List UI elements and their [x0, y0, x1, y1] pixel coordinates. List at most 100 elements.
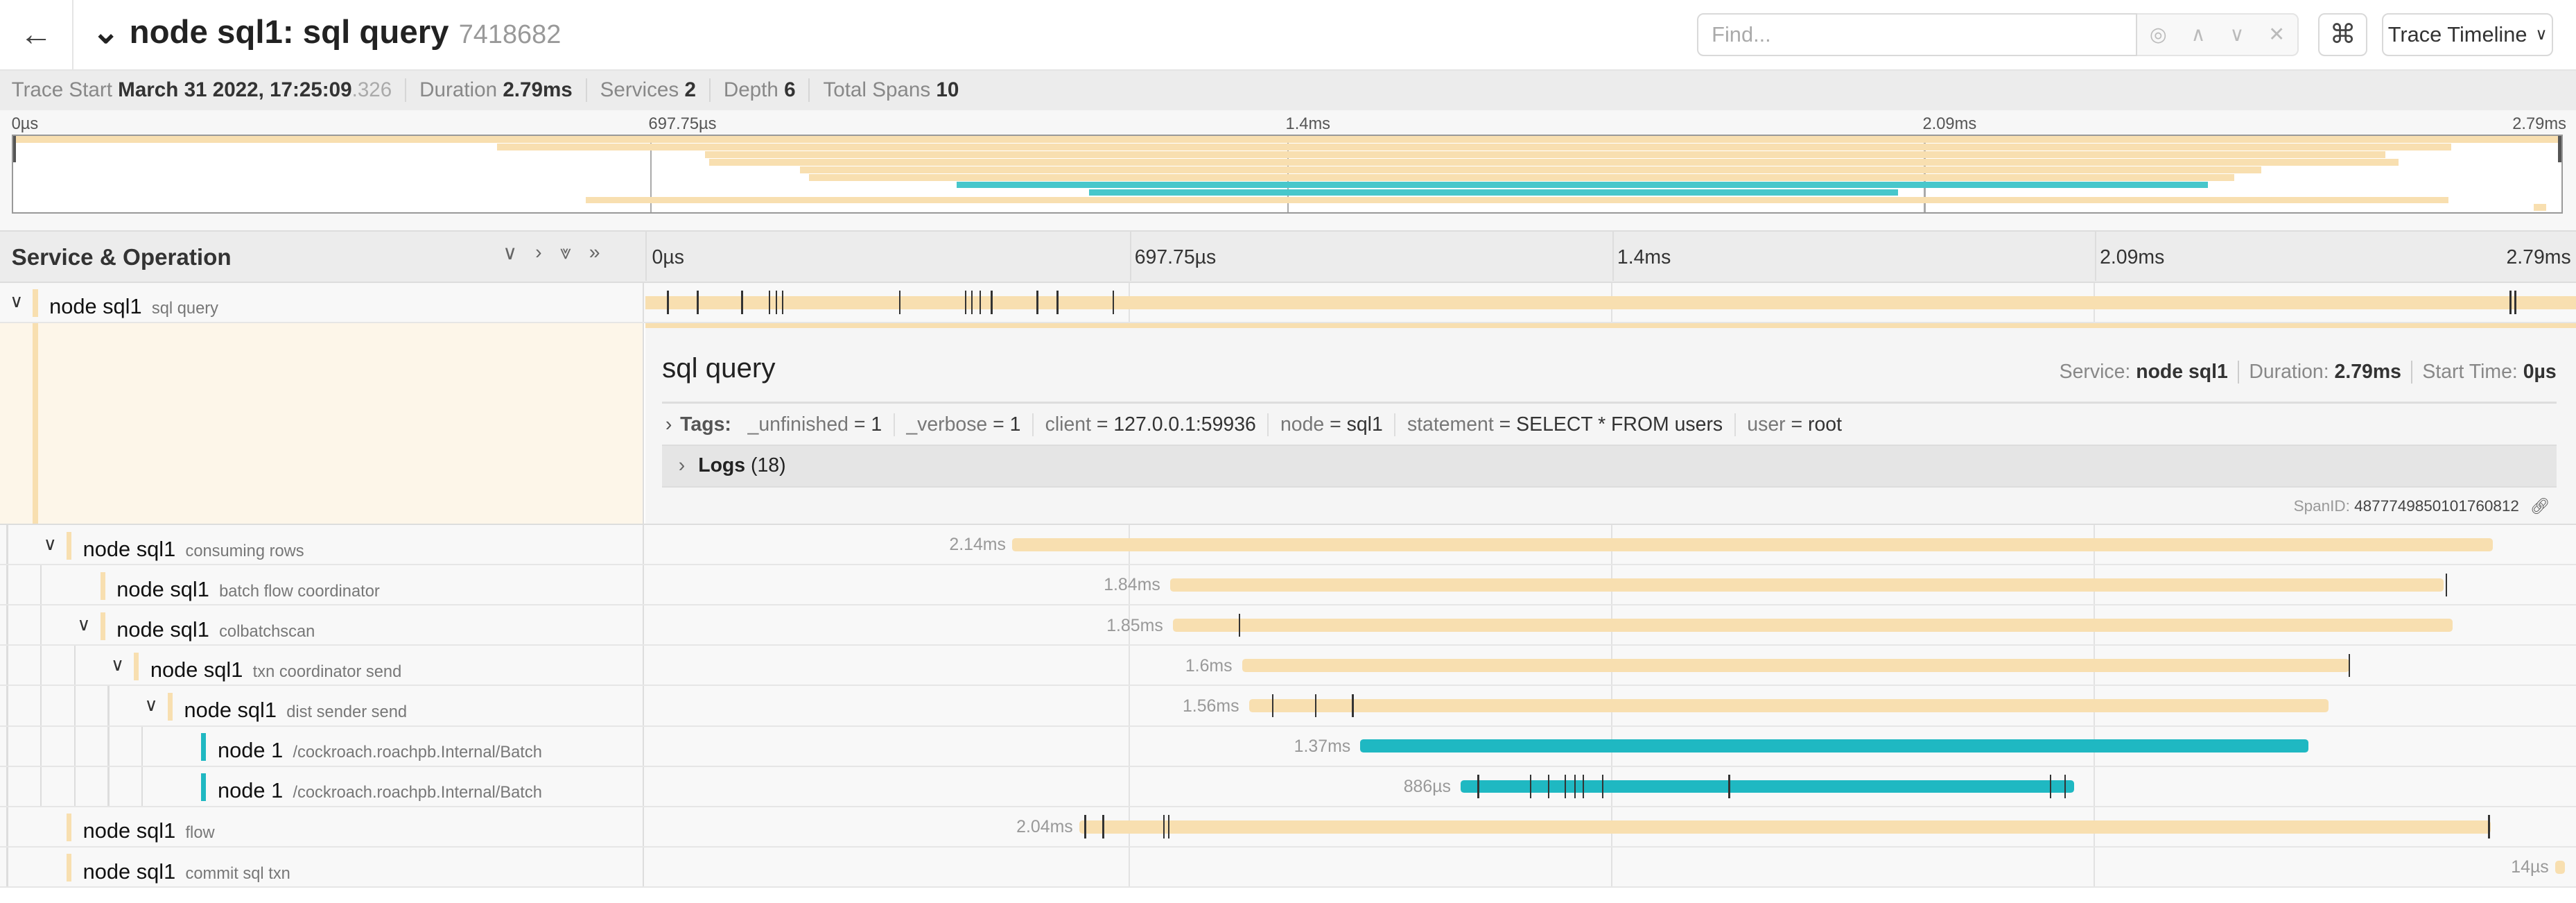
- back-button[interactable]: ←: [0, 0, 74, 69]
- log-marker[interactable]: [991, 291, 993, 314]
- locate-icon[interactable]: ◎: [2149, 23, 2167, 46]
- span-row[interactable]: node 1/cockroach.roachpb.Internal/Batch 1…: [0, 726, 2576, 767]
- log-marker[interactable]: [1564, 775, 1567, 798]
- log-marker[interactable]: [964, 291, 966, 314]
- span-row[interactable]: ∨ node sql1 txn coordinator send 1.6ms: [0, 646, 2576, 687]
- log-marker[interactable]: [2445, 574, 2447, 597]
- log-marker[interactable]: [697, 291, 699, 314]
- log-marker[interactable]: [971, 291, 973, 314]
- collapse-one-icon[interactable]: ∨: [503, 242, 518, 265]
- expand-one-icon[interactable]: ›: [535, 241, 542, 264]
- chevron-down-icon[interactable]: ∨: [110, 654, 125, 676]
- log-marker[interactable]: [2509, 291, 2512, 314]
- log-marker[interactable]: [782, 291, 784, 314]
- log-marker[interactable]: [2348, 654, 2351, 678]
- log-marker[interactable]: [1574, 775, 1576, 798]
- span-name-cell[interactable]: ∨ node sql1 consuming rows: [0, 525, 645, 565]
- minimap-handle-right[interactable]: [2558, 136, 2562, 163]
- span-bar[interactable]: [1172, 619, 2453, 633]
- span-name-cell[interactable]: ∨ node sql1 dist sender send: [0, 686, 645, 725]
- span-name-cell[interactable]: node sql1 commit sql txn: [0, 847, 645, 886]
- log-marker[interactable]: [1477, 775, 1479, 798]
- span-name-cell[interactable]: ∨ node sql1 colbatchscan: [0, 605, 645, 645]
- log-marker[interactable]: [1530, 775, 1532, 798]
- chevron-down-icon[interactable]: ∨: [2229, 23, 2245, 46]
- timeline-tick-label: 1.4ms: [1617, 246, 1671, 269]
- log-marker[interactable]: [1238, 614, 1241, 637]
- minimap-tick-label: 2.09ms: [1922, 114, 1977, 133]
- logs-section[interactable]: › Logs (18): [662, 444, 2557, 488]
- span-name-cell[interactable]: ∨ node sql1 txn coordinator send: [0, 646, 645, 685]
- trace-title[interactable]: ⌄ node sql1: sql query 7418682: [92, 13, 562, 51]
- span-duration-label: 1.37ms: [1294, 736, 1351, 756]
- log-marker[interactable]: [1547, 775, 1550, 798]
- chevron-down-icon[interactable]: ∨: [77, 614, 91, 635]
- chevron-down-icon[interactable]: ∨: [10, 291, 24, 312]
- span-bar[interactable]: [1242, 659, 2349, 673]
- log-marker[interactable]: [1352, 694, 1354, 718]
- span-bar[interactable]: [1360, 739, 2308, 753]
- log-marker[interactable]: [776, 291, 778, 314]
- span-row[interactable]: ∨ node sql1 consuming rows 2.14ms: [0, 525, 2576, 566]
- find-input[interactable]: [1697, 12, 2138, 56]
- span-row[interactable]: ∨ node sql1 dist sender send 1.56ms: [0, 686, 2576, 727]
- log-marker[interactable]: [2064, 775, 2066, 798]
- chevron-right-icon[interactable]: ›: [665, 413, 672, 436]
- log-marker[interactable]: [1084, 815, 1086, 839]
- span-bar[interactable]: [2555, 860, 2566, 874]
- log-marker[interactable]: [1056, 291, 1059, 314]
- log-marker[interactable]: [1314, 694, 1316, 718]
- span-bar[interactable]: [1079, 820, 2491, 834]
- log-marker[interactable]: [1601, 775, 1604, 798]
- log-marker[interactable]: [741, 291, 743, 314]
- log-marker[interactable]: [2514, 291, 2516, 314]
- log-marker[interactable]: [2049, 775, 2051, 798]
- log-marker[interactable]: [898, 291, 901, 314]
- log-marker[interactable]: [1582, 775, 1585, 798]
- collapse-all-icon[interactable]: ⩔: [559, 241, 571, 264]
- log-marker[interactable]: [1728, 775, 1730, 798]
- chevron-right-icon[interactable]: ›: [678, 454, 686, 477]
- span-name-cell[interactable]: node sql1 flow: [0, 807, 645, 846]
- log-marker[interactable]: [769, 291, 771, 314]
- log-marker[interactable]: [1102, 815, 1104, 839]
- log-marker[interactable]: [1271, 694, 1274, 718]
- minimap-canvas[interactable]: [11, 135, 2564, 214]
- span-bar[interactable]: [1248, 699, 2329, 713]
- span-name-cell[interactable]: node 1/cockroach.roachpb.Internal/Batch: [0, 726, 645, 766]
- chevron-down-icon[interactable]: ∨: [144, 694, 158, 716]
- chevron-down-icon[interactable]: ∨: [43, 533, 57, 555]
- view-select[interactable]: Trace Timeline ∨: [2382, 12, 2553, 56]
- keyboard-shortcuts-button[interactable]: ⌘: [2318, 12, 2368, 56]
- tags-section[interactable]: › Tags: _unfinished = 1 _verbose = 1 client…: [665, 413, 1854, 436]
- span-row[interactable]: node sql1 batch flow coordinator 1.84ms: [0, 565, 2576, 606]
- chevron-down-icon[interactable]: ⌄: [92, 13, 120, 51]
- span-row[interactable]: ∨ node sql1 sql query: [0, 282, 2576, 323]
- span-row[interactable]: node sql1 flow 2.04ms: [0, 807, 2576, 848]
- span-bar[interactable]: [1169, 578, 2444, 592]
- log-marker[interactable]: [1167, 815, 1170, 839]
- link-icon[interactable]: 🔗︎: [2530, 497, 2550, 515]
- minimap[interactable]: 0µs 697.75µs 1.4ms 2.09ms 2.79ms: [0, 110, 2576, 230]
- close-icon[interactable]: ✕: [2268, 23, 2286, 46]
- span-row[interactable]: ∨ node sql1 colbatchscan 1.85ms: [0, 605, 2576, 646]
- chevron-up-icon[interactable]: ∧: [2191, 23, 2206, 46]
- span-name-cell[interactable]: node sql1 batch flow coordinator: [0, 565, 645, 605]
- log-marker[interactable]: [979, 291, 981, 314]
- log-marker[interactable]: [667, 291, 669, 314]
- log-marker[interactable]: [1113, 291, 1115, 314]
- log-marker[interactable]: [1036, 291, 1038, 314]
- tree-guide: [6, 686, 8, 725]
- span-row[interactable]: node 1/cockroach.roachpb.Internal/Batch 8…: [0, 766, 2576, 807]
- minimap-handle-left[interactable]: [12, 136, 17, 163]
- tree-guide: [40, 565, 42, 605]
- span-bar[interactable]: [1461, 780, 2074, 793]
- log-marker[interactable]: [2488, 815, 2490, 839]
- span-name-cell[interactable]: node 1/cockroach.roachpb.Internal/Batch: [0, 766, 645, 806]
- span-row[interactable]: node sql1 commit sql txn 14µs: [0, 847, 2576, 888]
- span-bar[interactable]: [1012, 538, 2494, 552]
- span-name-cell[interactable]: ∨ node sql1 sql query: [0, 282, 645, 322]
- log-marker[interactable]: [1163, 815, 1165, 839]
- span-bar[interactable]: [645, 295, 2576, 309]
- expand-all-icon[interactable]: »: [589, 241, 600, 264]
